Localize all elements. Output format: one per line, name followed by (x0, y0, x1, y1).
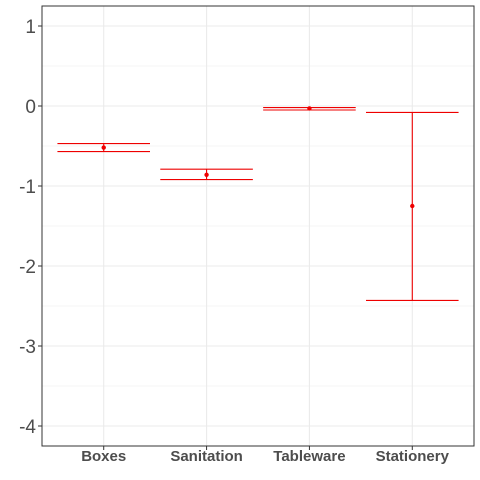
y-tick-label: 0 (25, 97, 36, 118)
x-tick-label: Sanitation (170, 448, 243, 465)
x-axis: Boxes Sanitation Tableware Stationery (81, 446, 449, 465)
y-tick-label: -2 (19, 257, 36, 278)
point-estimate (102, 145, 106, 149)
point-estimate (307, 106, 311, 110)
y-tick-label: -3 (19, 337, 36, 358)
x-tick-label: Stationery (376, 448, 450, 465)
y-tick-label: -4 (19, 417, 36, 438)
y-axis: 1 0 -1 -2 -3 -4 (19, 17, 42, 438)
point-estimate (410, 204, 414, 208)
y-tick-label: -1 (19, 177, 36, 198)
point-estimate (204, 173, 208, 177)
x-tick-label: Tableware (273, 448, 345, 465)
y-tick-label: 1 (25, 17, 36, 38)
x-tick-label: Boxes (81, 448, 126, 465)
